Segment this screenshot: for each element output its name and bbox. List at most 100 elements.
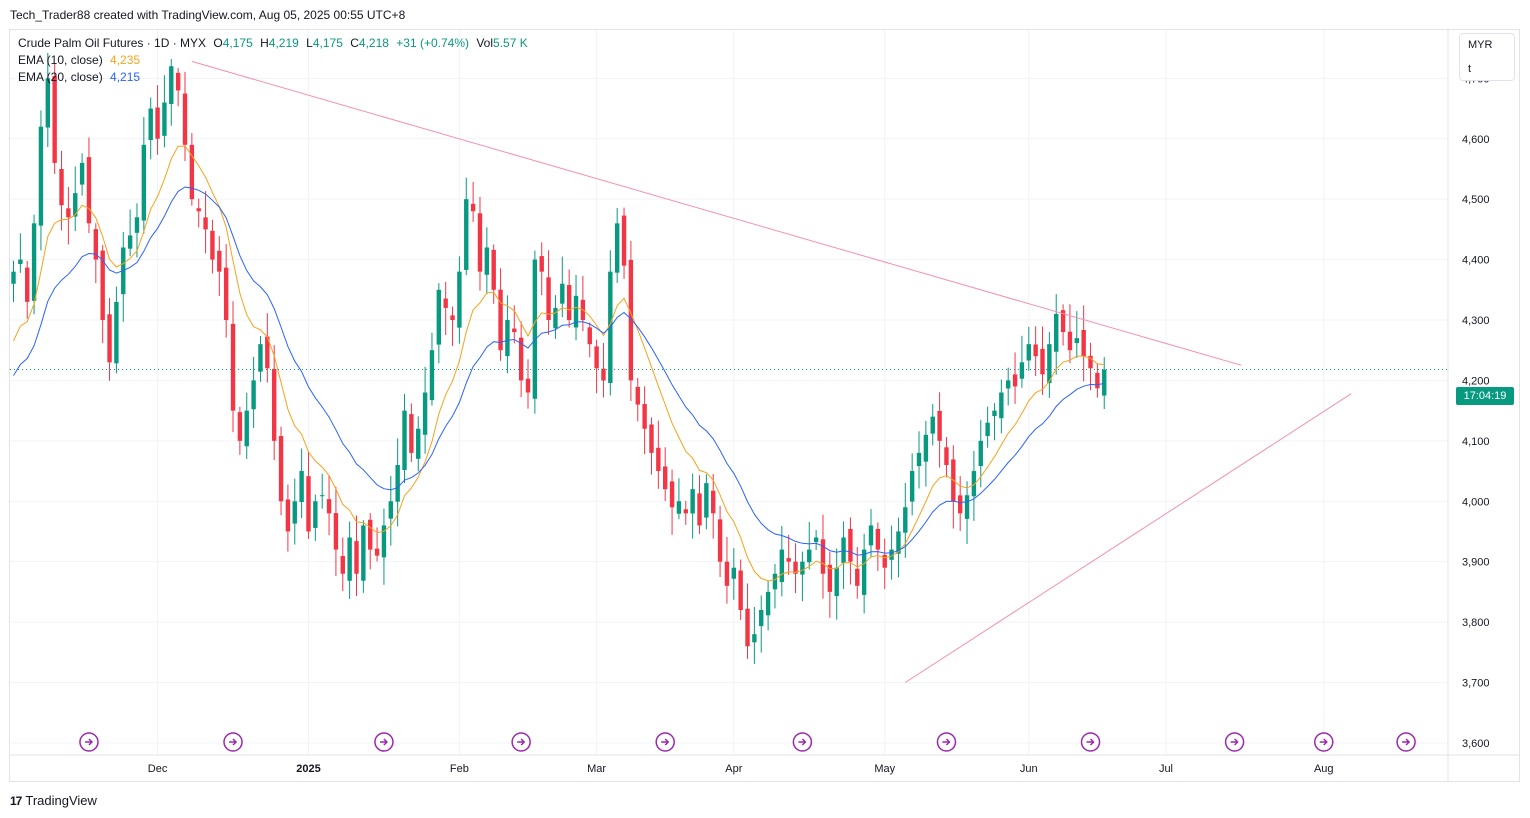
volume-label: Vol — [476, 36, 494, 50]
candle-body — [79, 162, 85, 185]
candle-body — [539, 256, 544, 272]
ema10-line — [13, 145, 1105, 582]
countdown-price-tag: 17:04:19 — [1456, 387, 1514, 405]
candle-body — [1095, 372, 1100, 389]
candle-body — [786, 558, 791, 562]
high-value: 4,219 — [268, 36, 299, 50]
arrow-right-icon — [229, 738, 238, 746]
candle-body — [1006, 380, 1011, 389]
candle-body — [649, 424, 654, 453]
candle-body — [278, 435, 284, 502]
candle-body — [127, 235, 133, 249]
candle-body — [807, 549, 812, 563]
arrow-right-icon — [798, 738, 807, 746]
close-value: 4,218 — [358, 36, 389, 50]
tradingview-brand[interactable]: 17 TradingView — [10, 793, 97, 808]
ema10-row[interactable]: EMA (10, close) 4,235 — [18, 52, 528, 69]
candle-body — [553, 307, 558, 329]
candle-body — [299, 471, 304, 503]
change-value: +31 (+0.74%) — [396, 36, 469, 50]
candle-body — [498, 289, 503, 351]
candle-body — [772, 573, 778, 590]
candle-body — [628, 259, 634, 381]
candle-body — [18, 259, 23, 265]
candle-body — [374, 548, 380, 556]
candle-body — [354, 541, 359, 574]
arrow-right-icon — [1230, 738, 1239, 746]
candle-body — [141, 144, 147, 221]
candle-body — [1081, 329, 1086, 357]
candle-body — [361, 525, 366, 581]
y-axis-tick-label: 3,700 — [1462, 678, 1490, 690]
candle-body — [978, 440, 983, 467]
ema20-row[interactable]: EMA (20, close) 4,215 — [18, 69, 528, 86]
attribution-text: Tech_Trader88 created with TradingView.c… — [10, 8, 406, 22]
candle-body — [464, 199, 469, 270]
candle-body — [306, 476, 311, 532]
candle-body — [450, 315, 455, 320]
open-value: 4,175 — [222, 36, 253, 50]
ema20-label: EMA (20, close) — [18, 70, 103, 84]
candle-body — [169, 66, 174, 104]
candle-body — [937, 410, 942, 441]
candle-body — [182, 93, 188, 145]
candle-body — [470, 203, 476, 212]
candle-body — [690, 489, 695, 514]
candle-body — [155, 107, 160, 139]
candle-body — [93, 229, 99, 260]
candle-body — [1060, 310, 1066, 333]
unit-label: t — [1468, 63, 1472, 75]
candle-body — [916, 452, 922, 467]
currency-unit-button[interactable]: MYR t — [1459, 33, 1515, 81]
candle-body — [868, 525, 874, 546]
candle-body — [258, 344, 263, 372]
chart-frame — [9, 29, 1520, 782]
candle-body — [855, 568, 860, 586]
candle-body — [731, 567, 736, 579]
candle-body — [704, 483, 709, 518]
candle-body — [162, 102, 167, 136]
arrow-right-icon — [84, 738, 94, 746]
candle-body — [642, 404, 647, 429]
candle-body — [779, 549, 785, 582]
candle-body — [86, 157, 92, 224]
x-axis-tick-label: Aug — [1314, 763, 1334, 775]
candle-body — [230, 323, 236, 411]
candle-body — [875, 528, 881, 550]
arrow-right-icon — [1086, 738, 1095, 746]
candle-body — [841, 537, 846, 563]
candle-body — [752, 634, 757, 643]
y-axis-tick-label: 4,600 — [1462, 134, 1490, 146]
ohlc-row: Crude Palm Oil Futures · 1D · MYX O4,175… — [18, 35, 528, 52]
candle-body — [1102, 369, 1107, 396]
candle-body — [395, 465, 400, 502]
candle-body — [416, 428, 421, 459]
candle-body — [999, 392, 1004, 419]
candle-body — [800, 561, 805, 575]
candle-body — [189, 144, 195, 200]
y-axis-tick-label: 3,900 — [1462, 557, 1490, 569]
candle-body — [1033, 344, 1038, 357]
candle-body — [477, 213, 483, 272]
currency-code: MYR — [1468, 39, 1493, 51]
candle-body — [333, 513, 339, 550]
ema10-label: EMA (10, close) — [18, 53, 103, 67]
candle-body — [793, 561, 798, 574]
candle-body — [313, 501, 318, 528]
x-axis-tick-label: May — [874, 763, 895, 775]
candle-body — [1040, 348, 1045, 375]
candle-body — [957, 495, 963, 514]
candle-body — [31, 223, 37, 301]
candle-body — [594, 346, 599, 369]
symbol-title[interactable]: Crude Palm Oil Futures · 1D · MYX — [18, 36, 207, 50]
y-axis-tick-label: 4,200 — [1462, 375, 1490, 387]
candle-body — [923, 434, 929, 462]
candle-body — [175, 72, 181, 91]
arrow-right-icon — [1319, 738, 1328, 746]
candle-body — [491, 249, 496, 290]
candle-body — [663, 466, 668, 490]
candle-body — [903, 507, 908, 533]
candle-body — [25, 267, 30, 302]
candle-body — [1054, 313, 1059, 352]
